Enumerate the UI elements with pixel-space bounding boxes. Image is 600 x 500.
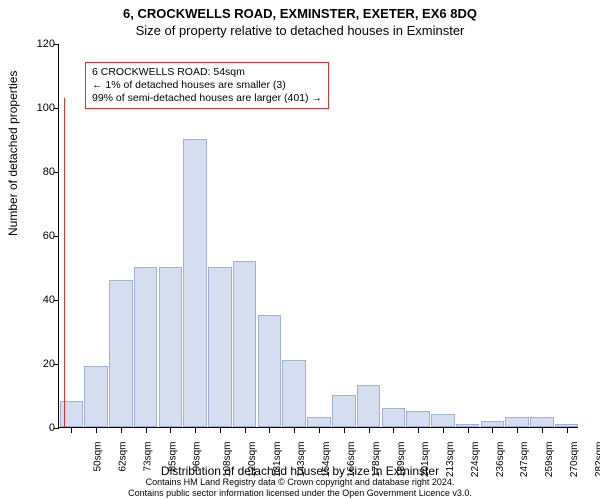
- y-tick-mark: [54, 428, 59, 429]
- histogram-bar: [357, 385, 381, 427]
- x-tick-mark: [443, 428, 444, 433]
- histogram-bar: [481, 421, 505, 427]
- histogram-bar: [282, 360, 306, 427]
- histogram-bar: [307, 417, 331, 427]
- x-axis-label: Distribution of detached houses by size …: [0, 464, 600, 478]
- y-tick-label: 20: [25, 358, 55, 370]
- x-tick-mark: [517, 428, 518, 433]
- x-tick-mark: [294, 428, 295, 433]
- y-tick-label: 40: [25, 294, 55, 306]
- y-tick-mark: [54, 364, 59, 365]
- histogram-bar: [258, 315, 282, 427]
- x-tick-mark: [344, 428, 345, 433]
- x-tick-mark: [319, 428, 320, 433]
- y-tick-label: 120: [25, 38, 55, 50]
- y-tick-mark: [54, 236, 59, 237]
- y-tick-label: 0: [25, 422, 55, 434]
- histogram-bar: [109, 280, 133, 427]
- histogram-bar: [456, 424, 480, 427]
- chart-subtitle: Size of property relative to detached ho…: [0, 21, 600, 42]
- histogram-bar: [233, 261, 257, 427]
- x-tick-mark: [542, 428, 543, 433]
- plot-area: 02040608010012050sqm62sqm73sqm85sqm96sqm…: [58, 44, 578, 428]
- chart-title: 6, CROCKWELLS ROAD, EXMINSTER, EXETER, E…: [0, 0, 600, 21]
- x-tick-mark: [220, 428, 221, 433]
- x-tick-mark: [369, 428, 370, 433]
- y-tick-mark: [54, 108, 59, 109]
- histogram-bar: [406, 411, 430, 427]
- histogram-bar: [134, 267, 158, 427]
- x-tick-mark: [170, 428, 171, 433]
- y-tick-mark: [54, 44, 59, 45]
- histogram-bar: [159, 267, 183, 427]
- x-tick-mark: [567, 428, 568, 433]
- annotation-line: 99% of semi-detached houses are larger (…: [92, 92, 322, 105]
- x-tick-mark: [269, 428, 270, 433]
- y-tick-mark: [54, 172, 59, 173]
- annotation-box: 6 CROCKWELLS ROAD: 54sqm← 1% of detached…: [85, 62, 329, 109]
- histogram-bar: [183, 139, 207, 427]
- histogram-bar: [84, 366, 108, 427]
- x-tick-mark: [121, 428, 122, 433]
- histogram-bar: [431, 414, 455, 427]
- annotation-line: ← 1% of detached houses are smaller (3): [92, 79, 322, 92]
- histogram-bar: [382, 408, 406, 427]
- histogram-bar: [208, 267, 232, 427]
- x-tick-mark: [96, 428, 97, 433]
- y-tick-label: 80: [25, 166, 55, 178]
- annotation-line: 6 CROCKWELLS ROAD: 54sqm: [92, 66, 322, 79]
- histogram-bar: [555, 424, 579, 427]
- y-tick-mark: [54, 300, 59, 301]
- chart-container: 6, CROCKWELLS ROAD, EXMINSTER, EXETER, E…: [0, 0, 600, 500]
- footer-line-1: Contains HM Land Registry data © Crown c…: [0, 477, 600, 487]
- subject-marker-line: [64, 98, 65, 427]
- x-tick-mark: [492, 428, 493, 433]
- histogram-bar: [530, 417, 554, 427]
- y-axis-label: Number of detached properties: [6, 71, 20, 236]
- x-tick-mark: [71, 428, 72, 433]
- x-tick-mark: [245, 428, 246, 433]
- histogram-bar: [332, 395, 356, 427]
- x-tick-mark: [146, 428, 147, 433]
- footer-line-2: Contains public sector information licen…: [0, 488, 600, 498]
- x-tick-mark: [195, 428, 196, 433]
- footer-attribution: Contains HM Land Registry data © Crown c…: [0, 477, 600, 498]
- histogram-bar: [505, 417, 529, 427]
- x-tick-mark: [393, 428, 394, 433]
- x-tick-mark: [418, 428, 419, 433]
- y-tick-label: 100: [25, 102, 55, 114]
- x-tick-mark: [468, 428, 469, 433]
- y-tick-label: 60: [25, 230, 55, 242]
